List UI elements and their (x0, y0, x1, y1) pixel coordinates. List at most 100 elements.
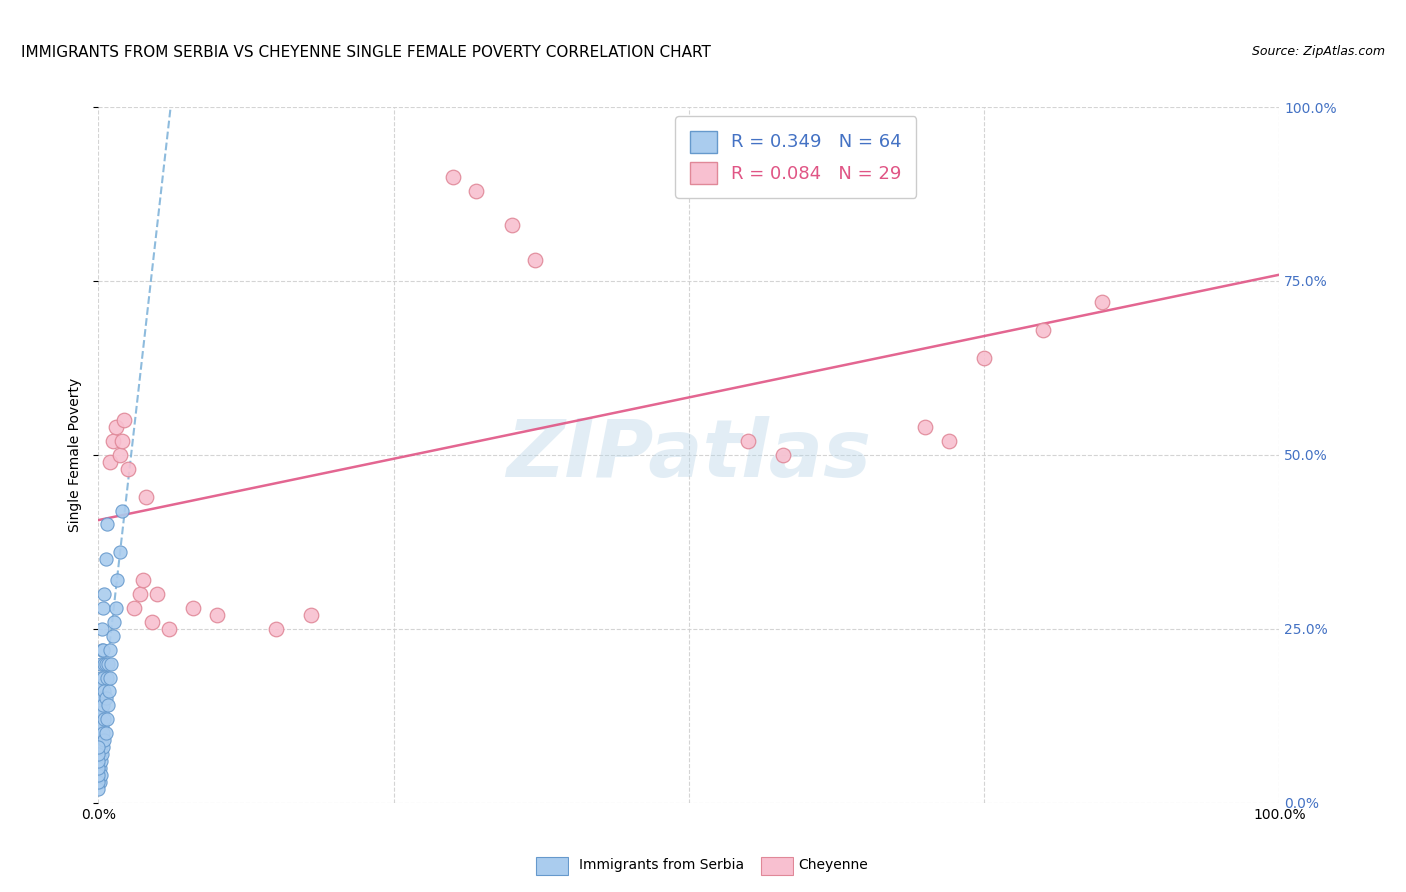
Point (89, 726, 111, 740)
Point (772, 448, 794, 462)
Point (128, 587, 150, 601)
Text: ZIPatlas: ZIPatlas (506, 416, 872, 494)
Point (87, 747, 110, 761)
Point (93, 733, 115, 747)
Point (135, 490, 157, 504)
Point (973, 351, 995, 365)
Point (91, 706, 114, 720)
Point (205, 607, 228, 622)
Point (105, 420, 128, 434)
Point (89, 698, 111, 713)
Point (89, 775, 111, 789)
Legend: R = 0.349   N = 64, R = 0.084   N = 29: R = 0.349 N = 64, R = 0.084 N = 29 (675, 116, 917, 198)
Point (132, 573, 155, 587)
Point (91, 691, 114, 706)
Point (90, 754, 112, 768)
Point (501, 219, 523, 233)
Point (117, 462, 139, 476)
Point (90, 712, 112, 726)
Point (90, 684, 112, 698)
Point (94, 691, 117, 706)
Point (90, 726, 112, 740)
Point (98, 642, 121, 657)
Point (87, 754, 110, 768)
Point (87, 740, 110, 755)
Point (93, 587, 115, 601)
Point (737, 434, 759, 448)
Point (96, 517, 118, 532)
Point (91, 642, 114, 657)
Point (97, 657, 120, 671)
Point (90, 698, 112, 713)
Bar (536, 856, 568, 874)
Point (112, 413, 135, 427)
Point (90, 768, 112, 782)
Point (89, 740, 111, 755)
Point (103, 615, 125, 629)
Point (87, 761, 110, 775)
Bar (761, 856, 793, 874)
Point (87, 781, 110, 796)
Point (108, 448, 131, 462)
Point (938, 434, 960, 448)
Point (91, 671, 114, 685)
Point (91, 601, 114, 615)
Point (89, 747, 111, 761)
Point (90, 657, 112, 671)
Point (146, 587, 169, 601)
Point (89, 761, 111, 775)
Text: Source: ZipAtlas.com: Source: ZipAtlas.com (1251, 45, 1385, 58)
Point (93, 684, 115, 698)
Point (87, 768, 110, 782)
Point (111, 434, 134, 448)
Point (96, 712, 118, 726)
Point (94, 552, 117, 566)
Point (1032, 323, 1054, 337)
Text: Immigrants from Serbia: Immigrants from Serbia (579, 858, 744, 872)
Point (89, 719, 111, 733)
Point (91, 698, 114, 713)
Point (91, 740, 114, 755)
Point (93, 657, 115, 671)
Point (465, 184, 488, 198)
Point (441, 169, 464, 184)
Point (91, 726, 114, 740)
Y-axis label: Single Female Poverty: Single Female Poverty (69, 378, 83, 532)
Point (94, 657, 117, 671)
Point (91, 733, 114, 747)
Point (105, 601, 128, 615)
Point (96, 671, 118, 685)
Point (91, 677, 114, 691)
Point (141, 615, 163, 629)
Point (98, 455, 121, 469)
Text: IMMIGRANTS FROM SERBIA VS CHEYENNE SINGLE FEMALE POVERTY CORRELATION CHART: IMMIGRANTS FROM SERBIA VS CHEYENNE SINGL… (21, 45, 711, 60)
Point (100, 657, 122, 671)
Point (98, 684, 121, 698)
Point (94, 726, 117, 740)
Point (90, 671, 112, 685)
Point (1091, 294, 1114, 309)
Point (111, 503, 134, 517)
Point (181, 601, 204, 615)
Point (91, 642, 114, 657)
Point (89, 691, 111, 706)
Point (87, 775, 110, 789)
Point (157, 622, 180, 636)
Point (93, 712, 115, 726)
Point (101, 629, 124, 643)
Point (524, 253, 547, 268)
Point (89, 706, 111, 720)
Point (264, 622, 287, 636)
Point (89, 712, 111, 726)
Point (91, 747, 114, 761)
Point (91, 622, 114, 636)
Point (299, 607, 322, 622)
Point (97, 698, 120, 713)
Point (914, 420, 936, 434)
Point (108, 545, 131, 559)
Point (101, 434, 124, 448)
Point (105, 573, 128, 587)
Point (90, 740, 112, 755)
Point (98, 671, 121, 685)
Text: Cheyenne: Cheyenne (799, 858, 869, 872)
